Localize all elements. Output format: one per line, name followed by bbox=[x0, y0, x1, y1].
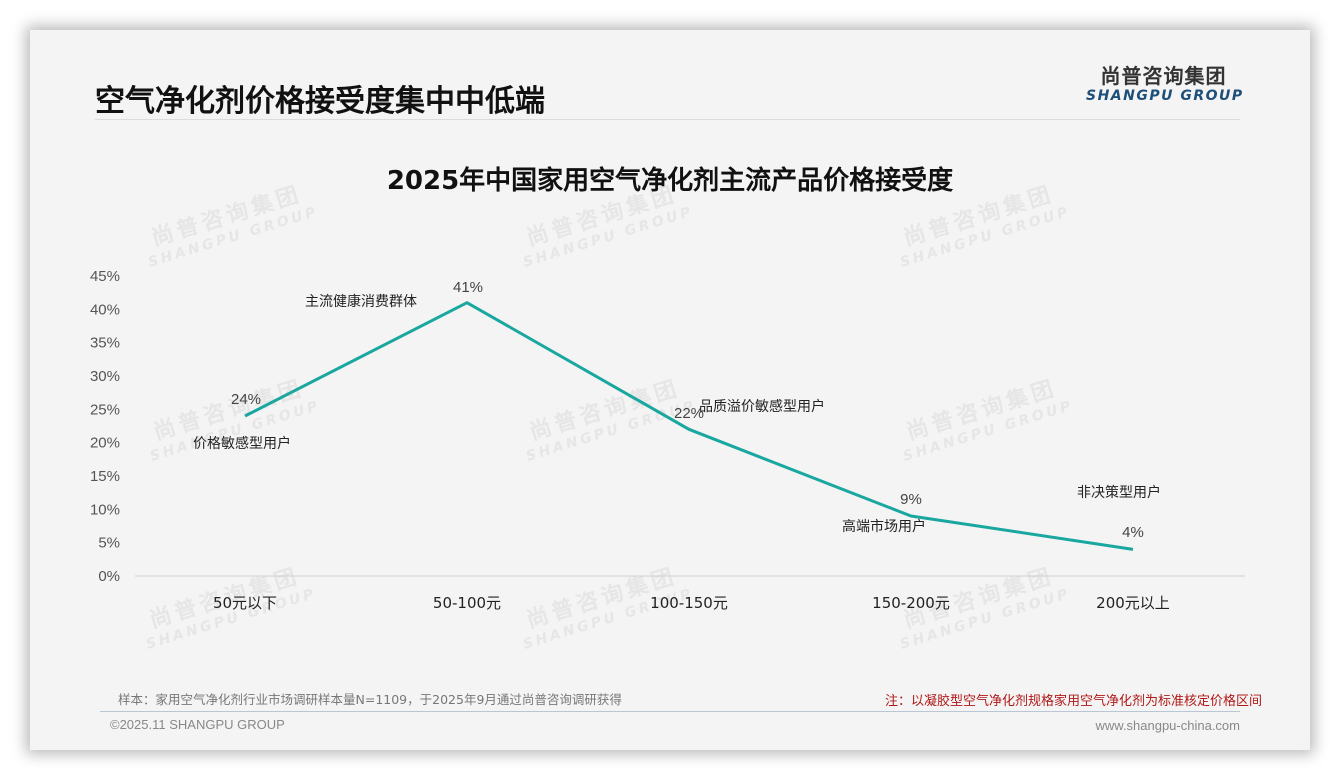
data-value-label: 4% bbox=[1122, 524, 1144, 541]
y-tick-label: 10% bbox=[90, 501, 120, 518]
segment-annotation: 品质溢价敏感型用户 bbox=[699, 398, 825, 415]
x-tick-label: 50元以下 bbox=[213, 594, 277, 612]
y-tick-label: 25% bbox=[90, 401, 120, 418]
x-tick-label: 50-100元 bbox=[433, 594, 501, 612]
segment-annotation: 非决策型用户 bbox=[1077, 484, 1161, 501]
title-divider bbox=[95, 119, 1240, 120]
x-tick-label: 150-200元 bbox=[872, 594, 950, 612]
website-link[interactable]: www.shangpu-china.com bbox=[1095, 718, 1240, 733]
price-range-note: 注：以凝胶型空气净化剂规格家用空气净化剂为标准核定价格区间 bbox=[884, 694, 1262, 709]
page-title: 空气净化剂价格接受度集中中低端 bbox=[95, 84, 545, 119]
y-tick-label: 45% bbox=[90, 268, 120, 285]
y-tick-label: 30% bbox=[90, 368, 120, 385]
segment-annotation: 主流健康消费群体 bbox=[305, 293, 417, 310]
y-tick-label: 20% bbox=[90, 435, 120, 452]
logo-en-text: SHANGPU GROUP bbox=[1086, 88, 1244, 104]
copyright: ©2025.11 SHANGPU GROUP bbox=[110, 717, 285, 732]
segment-annotation: 高端市场用户 bbox=[842, 518, 926, 535]
data-value-label: 22% bbox=[674, 405, 704, 422]
company-logo: 尚普咨询集团 SHANGPU GROUP bbox=[1086, 64, 1244, 104]
sample-note: 样本：家用空气净化剂行业市场调研样本量N=1109，于2025年9月通过尚普咨询… bbox=[118, 692, 622, 707]
data-value-label: 9% bbox=[900, 491, 922, 508]
series-line bbox=[244, 300, 1134, 551]
y-tick-label: 35% bbox=[90, 335, 120, 352]
y-axis-ticks: 0% 5% 10% 15% 20% 25% 30% 35% 40% 45% bbox=[90, 268, 120, 585]
logo-cn-text: 尚普咨询集团 bbox=[1100, 64, 1227, 88]
slide-card bbox=[30, 30, 1310, 750]
x-axis-ticks: 50元以下 50-100元 100-150元 150-200元 200元以上 bbox=[213, 594, 1170, 612]
value-labels: 24% 41% 22% 9% 4% bbox=[231, 279, 1144, 541]
y-tick-label: 0% bbox=[98, 568, 120, 585]
footer-divider bbox=[100, 711, 1240, 712]
y-tick-label: 5% bbox=[98, 535, 120, 552]
data-value-label: 41% bbox=[453, 279, 483, 296]
segment-annotation: 价格敏感型用户 bbox=[193, 435, 291, 452]
chart-title: 2025年中国家用空气净化剂主流产品价格接受度 bbox=[386, 166, 954, 196]
y-tick-label: 15% bbox=[90, 468, 120, 485]
y-tick-label: 40% bbox=[90, 301, 120, 318]
x-tick-label: 100-150元 bbox=[650, 594, 728, 612]
x-tick-label: 200元以上 bbox=[1096, 594, 1170, 612]
data-value-label: 24% bbox=[231, 391, 261, 408]
